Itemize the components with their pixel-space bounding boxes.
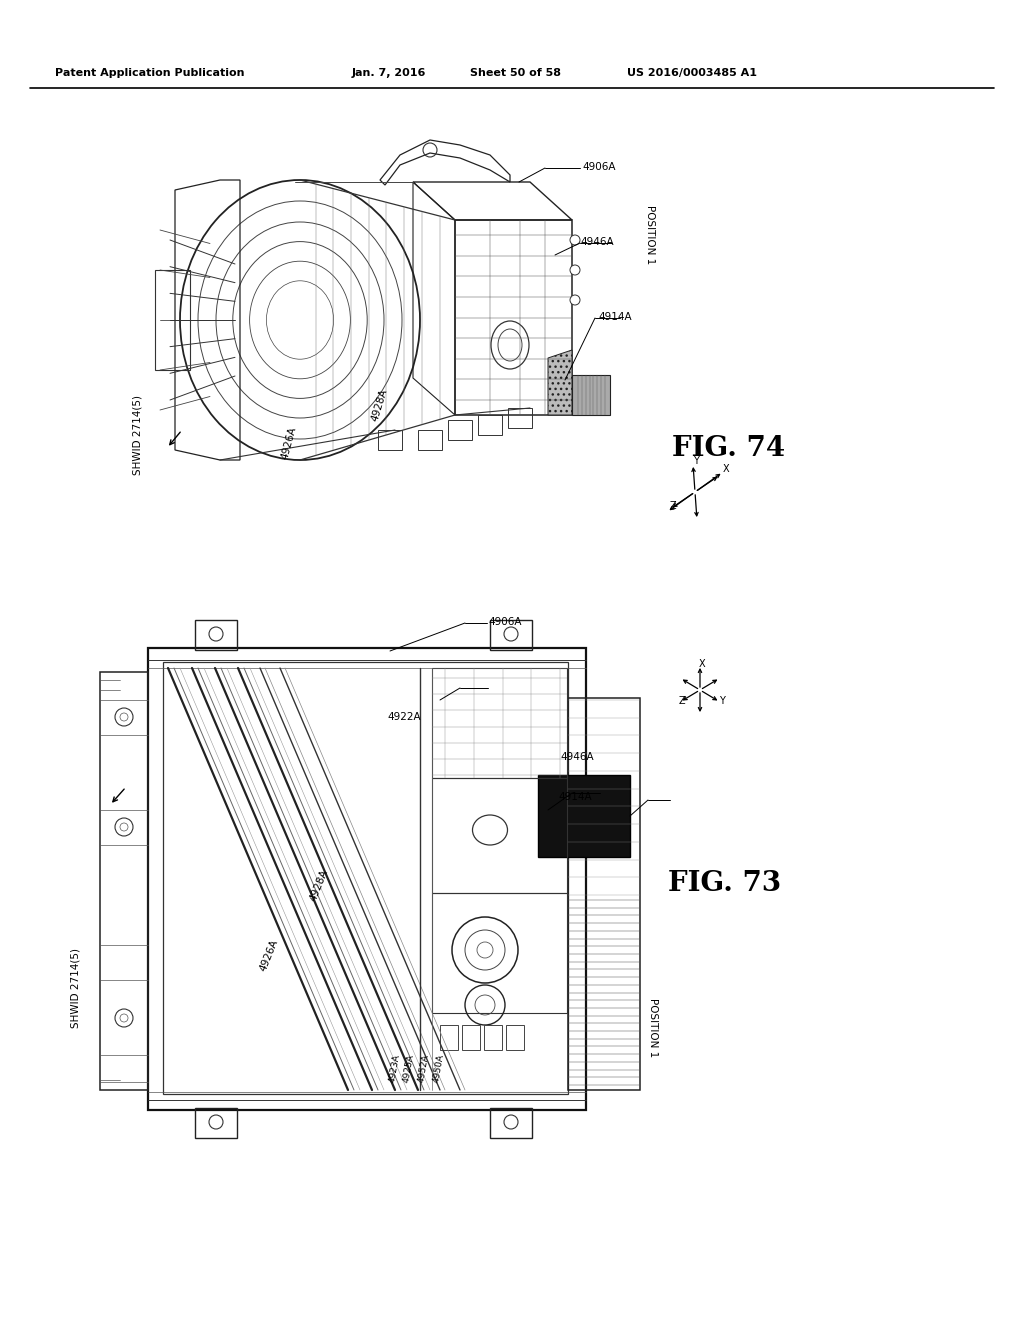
Text: FIG. 73: FIG. 73 bbox=[668, 870, 781, 898]
Text: 4928A: 4928A bbox=[308, 869, 330, 903]
Bar bbox=[432, 894, 567, 1012]
Circle shape bbox=[570, 294, 580, 305]
Circle shape bbox=[570, 235, 580, 246]
Polygon shape bbox=[548, 350, 572, 414]
Bar bbox=[490, 620, 532, 649]
Bar bbox=[538, 775, 630, 857]
Bar bbox=[195, 1107, 237, 1138]
Text: 4946A: 4946A bbox=[580, 238, 613, 247]
Text: X: X bbox=[723, 465, 729, 474]
Circle shape bbox=[115, 708, 133, 726]
Circle shape bbox=[115, 818, 133, 836]
Text: FIG. 74: FIG. 74 bbox=[672, 436, 785, 462]
Circle shape bbox=[115, 1008, 133, 1027]
Text: 4926A: 4926A bbox=[280, 425, 298, 461]
Polygon shape bbox=[572, 375, 610, 414]
Bar bbox=[432, 777, 567, 894]
Text: POSITION 1: POSITION 1 bbox=[645, 205, 655, 264]
Text: 4952A: 4952A bbox=[417, 1053, 431, 1082]
Bar bbox=[490, 1107, 532, 1138]
Text: Z: Z bbox=[670, 502, 676, 511]
Bar bbox=[148, 648, 586, 1110]
Bar bbox=[462, 1026, 480, 1049]
Text: SHWID 2714(5): SHWID 2714(5) bbox=[133, 395, 143, 475]
Text: 4922A: 4922A bbox=[387, 711, 421, 722]
Text: POSITION 1: POSITION 1 bbox=[648, 998, 658, 1057]
Text: Jan. 7, 2016: Jan. 7, 2016 bbox=[352, 69, 426, 78]
Bar bbox=[484, 1026, 502, 1049]
Bar bbox=[163, 663, 568, 1094]
Bar bbox=[506, 1026, 524, 1049]
Bar bbox=[432, 668, 567, 777]
Text: Y: Y bbox=[719, 696, 725, 706]
Text: 4914A: 4914A bbox=[558, 792, 592, 803]
Text: 4946A: 4946A bbox=[560, 752, 594, 762]
Text: Y: Y bbox=[693, 455, 699, 466]
Text: 4928A: 4928A bbox=[370, 388, 389, 424]
Text: US 2016/0003485 A1: US 2016/0003485 A1 bbox=[627, 69, 757, 78]
Text: Z: Z bbox=[679, 696, 685, 706]
Text: 4926A: 4926A bbox=[258, 939, 280, 973]
Text: X: X bbox=[698, 659, 706, 669]
Text: Sheet 50 of 58: Sheet 50 of 58 bbox=[470, 69, 561, 78]
Bar bbox=[100, 672, 148, 1090]
Circle shape bbox=[570, 265, 580, 275]
Text: SHWID 2714(5): SHWID 2714(5) bbox=[70, 948, 80, 1028]
Bar bbox=[195, 620, 237, 649]
Text: Patent Application Publication: Patent Application Publication bbox=[55, 69, 245, 78]
Text: 4914A: 4914A bbox=[598, 312, 632, 322]
Text: 4950A: 4950A bbox=[432, 1053, 445, 1084]
Text: 4923A: 4923A bbox=[388, 1053, 401, 1082]
Bar bbox=[568, 698, 640, 1090]
Text: 4906A: 4906A bbox=[488, 616, 521, 627]
Bar bbox=[440, 1026, 458, 1049]
Text: 4925A: 4925A bbox=[402, 1053, 416, 1082]
Text: 4906A: 4906A bbox=[582, 162, 615, 172]
